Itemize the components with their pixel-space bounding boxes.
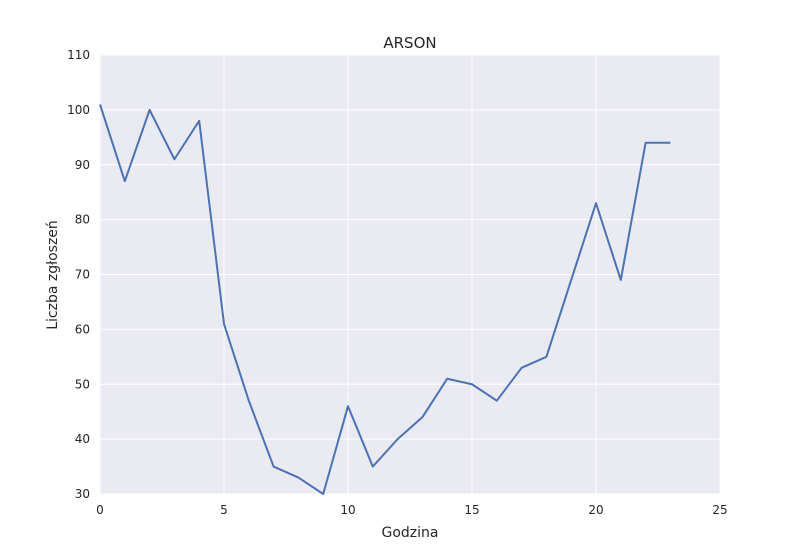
y-tick-label: 30	[75, 487, 90, 501]
y-tick-label: 80	[75, 213, 90, 227]
x-axis-ticks: 0 5 10 15 20 25	[96, 503, 727, 517]
x-tick-label: 25	[712, 503, 727, 517]
x-tick-label: 10	[340, 503, 355, 517]
x-tick-label: 0	[96, 503, 104, 517]
y-tick-label: 90	[75, 158, 90, 172]
x-tick-label: 15	[464, 503, 479, 517]
y-tick-label: 100	[67, 103, 90, 117]
y-tick-label: 110	[67, 48, 90, 62]
series-line	[99, 104, 671, 495]
x-tick-label: 20	[588, 503, 603, 517]
y-tick-label: 60	[75, 322, 90, 336]
y-axis-label: Liczba zgłoszeń	[45, 220, 61, 330]
grid	[99, 54, 721, 495]
y-axis-ticks: 30 40 50 60 70 80 90 100 110	[67, 48, 90, 501]
y-tick-label: 70	[75, 268, 90, 282]
y-tick-label: 50	[75, 377, 90, 391]
x-tick-label: 5	[220, 503, 228, 517]
x-axis-label: Godzina	[382, 525, 439, 541]
y-tick-label: 40	[75, 432, 90, 446]
chart-title: ARSON	[383, 34, 436, 52]
